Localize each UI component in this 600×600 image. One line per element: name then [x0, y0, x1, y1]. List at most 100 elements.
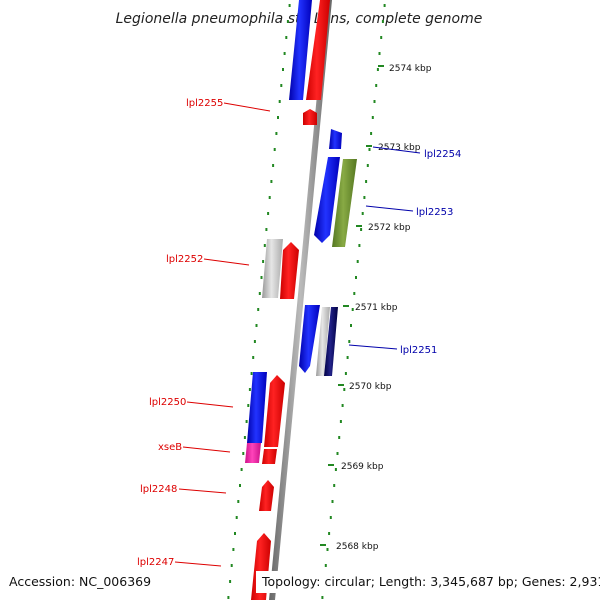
gene-label-xseB[interactable]: xseB [158, 442, 182, 453]
ring-dot [381, 20, 384, 23]
ring-dot [278, 100, 281, 103]
ring-dot [376, 68, 379, 71]
gene-feature-xseB [262, 449, 277, 464]
ring-dot [336, 452, 339, 455]
tick-label: 2573 kbp [378, 143, 421, 153]
ring-dot [365, 180, 368, 183]
ring-dot [329, 516, 332, 519]
ring-dot [339, 420, 342, 423]
ring-dot [378, 52, 381, 55]
ring-dot [355, 276, 357, 279]
gene-label-lpl2253[interactable]: lpl2253 [416, 207, 453, 218]
ring-dot [282, 68, 284, 71]
ring-dot [331, 500, 334, 503]
ring-dot [361, 212, 364, 215]
gene-label-lpl2254[interactable]: lpl2254 [424, 149, 461, 160]
scale-ticks: 2574 kbp 2573 kbp 2572 kbp 2571 kbp 2570… [320, 64, 432, 552]
ring-dot [286, 20, 289, 23]
footer-backdrop [256, 571, 596, 593]
ring-dot [255, 324, 258, 327]
tick-label: 2574 kbp [389, 64, 432, 74]
gene-label-lpl2247[interactable]: lpl2247 [137, 557, 174, 568]
ring-dot [375, 84, 378, 87]
ring-dot [247, 404, 250, 407]
gene-feature-gray [262, 239, 283, 298]
gene-feature-gray-2 [316, 307, 330, 376]
gene-label-lpl2252[interactable]: lpl2252 [166, 254, 203, 265]
ring-dot [338, 436, 341, 439]
ring-dot [263, 244, 266, 247]
leader-line [174, 561, 222, 567]
ring-dot [350, 324, 352, 327]
ring-dot [272, 164, 275, 167]
ring-dot [321, 596, 324, 599]
ring-dot [234, 532, 236, 535]
gene-labels-right: lpl2254 lpl2253 lpl2251 [348, 146, 461, 356]
ring-dot [232, 548, 235, 551]
ring-dot [371, 116, 374, 119]
ring-dot [334, 468, 337, 471]
ring-dot [229, 580, 232, 583]
ring-dot [356, 260, 359, 263]
tick-label: 2572 kbp [368, 223, 411, 233]
gene-feature-lpl2248 [259, 480, 274, 511]
ring-dot [265, 228, 268, 231]
ring-dot [262, 260, 265, 263]
topology-label: Topology: circular; Length: 3,345,687 bp… [261, 574, 600, 589]
ring-dot [273, 148, 276, 151]
gene-feature-lpl2251 [299, 305, 320, 373]
ring-dot [280, 84, 283, 87]
ring-dot [275, 132, 278, 135]
ring-dot [328, 532, 331, 535]
gene-feature-lpl2250 [264, 375, 285, 447]
gene-label-lpl2251[interactable]: lpl2251 [400, 345, 437, 356]
gene-feature-lpl2252 [280, 242, 299, 299]
ring-dot [360, 228, 363, 231]
ring-dot [260, 276, 263, 279]
ring-dot [380, 36, 383, 39]
gene-feature-lpl2253 [332, 159, 357, 247]
leader-line [182, 446, 231, 453]
tick-label: 2571 kbp [355, 303, 398, 313]
ring-dot [326, 548, 329, 551]
gene-feature-red [306, 0, 330, 100]
ring-dot [368, 148, 371, 151]
leader-line [203, 258, 250, 266]
ring-dot [235, 516, 238, 519]
ring-dot [363, 196, 366, 199]
ring-dot [351, 308, 354, 311]
ring-dot [383, 4, 386, 7]
ring-dot [250, 372, 253, 375]
leader-line [372, 146, 421, 154]
ring-dot [370, 132, 373, 135]
gene-label-lpl2248[interactable]: lpl2248 [140, 484, 177, 495]
tick-label: 2570 kbp [349, 382, 392, 392]
ring-dot [267, 212, 270, 215]
gene-label-lpl2255[interactable]: lpl2255 [186, 98, 223, 109]
leader-line [223, 102, 271, 112]
gene-feature-blue-lpl2253 [314, 157, 340, 243]
backbone-track [269, 0, 332, 600]
ring-dot [245, 420, 248, 423]
gene-feature-lpl2254 [329, 129, 342, 149]
ring-dot [341, 404, 344, 407]
leader-line [348, 344, 398, 350]
leader-line [178, 488, 227, 494]
ring-dot [237, 500, 240, 503]
gene-features [245, 0, 357, 600]
ring-dot [239, 484, 241, 487]
gene-feature-magenta [245, 443, 261, 463]
ring-dot [248, 388, 251, 391]
gene-feature-lpl2255 [303, 109, 317, 125]
ring-dot [324, 564, 327, 567]
ring-dot [283, 52, 286, 55]
ring-dot [252, 356, 255, 359]
accession-label: Accession: NC_006369 [9, 574, 151, 589]
ring-dot [373, 100, 376, 103]
ring-dot [268, 196, 271, 199]
ring-dot [366, 164, 369, 167]
tick-label: 2569 kbp [341, 462, 384, 472]
gene-label-lpl2250[interactable]: lpl2250 [149, 397, 186, 408]
